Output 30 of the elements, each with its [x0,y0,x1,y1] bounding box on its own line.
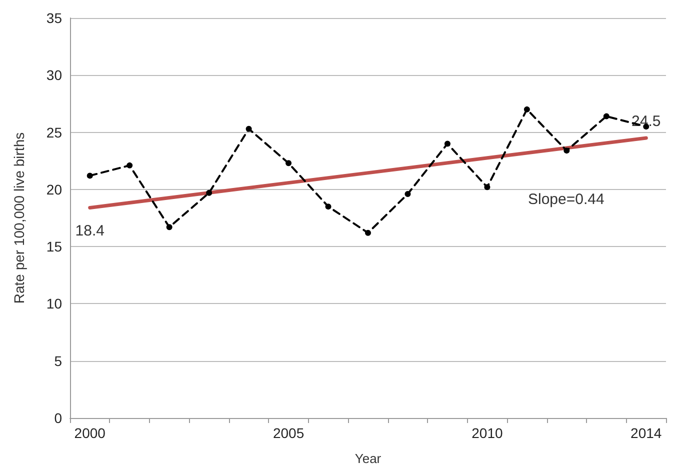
point [206,190,212,196]
point [524,106,530,112]
y-tick-label: 0 [54,410,62,426]
data-label: 18.4 [75,222,104,240]
y-tick-label: 25 [46,124,62,140]
y-tick-label: 10 [46,296,62,312]
y-tick-label: 30 [46,67,62,84]
x-tick-label: 2000 [74,425,106,441]
y-tick-label: 35 [46,10,62,26]
point [166,224,172,230]
point [484,184,490,190]
point [603,113,610,120]
point [325,204,332,210]
point [86,172,93,179]
point [126,162,133,168]
x-tick-label: 2010 [472,425,503,441]
x-tick-label: 2005 [272,425,304,441]
point [564,148,570,154]
x-tick-label: 2014 [630,425,662,441]
point [444,140,450,147]
y-axis-title: Rate per 100,000 live births [11,132,27,304]
point [286,160,292,166]
point [404,191,411,197]
point [365,230,371,236]
y-tick-label: 20 [46,181,62,198]
point [246,126,252,132]
annotation: Slope=0.44 [528,191,604,208]
y-tick-label: 5 [54,352,62,369]
y-tick-label: 15 [46,238,62,255]
x-axis-title: Year [354,451,382,466]
